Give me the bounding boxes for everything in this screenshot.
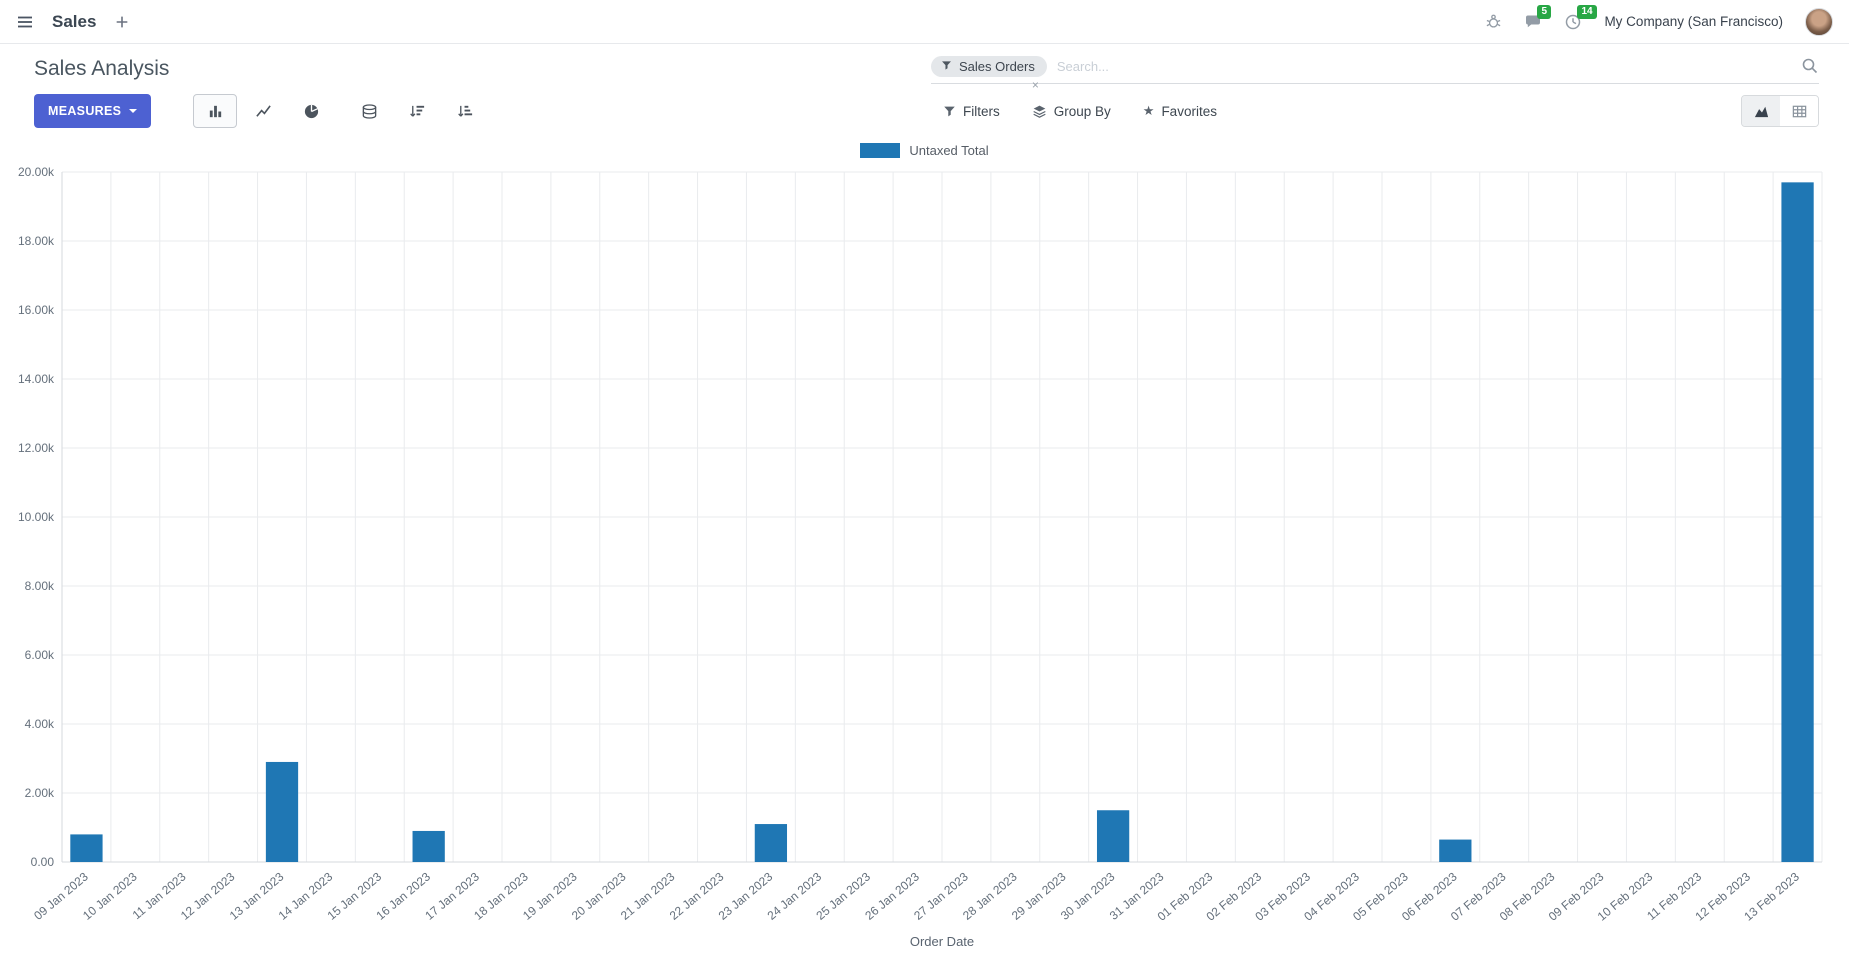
bar-06 Feb 2023 — [1439, 839, 1472, 862]
bar-13 Feb 2023 — [1781, 182, 1814, 863]
search-facet-sales-orders[interactable]: Sales Orders × — [931, 55, 1047, 91]
sales-chart-svg[interactable]: 20.00k 18.00k 16.00k 14.00k 12.00k 10.00k 8.00… — [0, 162, 1849, 958]
star-icon: ★ — [1142, 103, 1155, 118]
view-switcher — [1741, 95, 1819, 127]
bar-30 Jan 2023 — [1096, 810, 1130, 862]
control-panel: Sales Analysis Sales Orders × MEASURES — [0, 44, 1849, 134]
plus-icon[interactable] — [114, 14, 130, 30]
svg-text:Order Date: Order Date — [910, 934, 974, 949]
legend-item-untaxed-total[interactable]: Untaxed Total — [0, 138, 1849, 162]
svg-text:10 Jan 2023: 10 Jan 2023 — [80, 869, 140, 922]
line-chart-button[interactable] — [241, 94, 285, 128]
svg-text:2.00k: 2.00k — [25, 786, 55, 800]
svg-text:6.00k: 6.00k — [25, 648, 55, 662]
top-navbar: Sales 5 14 My Company (San Francisco) — [0, 0, 1849, 44]
measures-button[interactable]: MEASURES — [34, 94, 152, 128]
sort-ascending-button[interactable] — [443, 94, 487, 128]
svg-text:16.00k: 16.00k — [18, 303, 55, 317]
svg-text:20.00k: 20.00k — [18, 165, 55, 179]
bar-23 Jan 2023 — [754, 824, 788, 862]
bar-13 Jan 2023 — [265, 761, 299, 862]
search-icon[interactable] — [1801, 57, 1819, 75]
filter-funnel-icon — [941, 59, 952, 74]
activities-badge: 14 — [1577, 4, 1597, 19]
activities-clock-icon[interactable]: 14 — [1564, 4, 1597, 31]
svg-text:18.00k: 18.00k — [18, 234, 55, 248]
bug-icon[interactable] — [1485, 13, 1502, 30]
search-bar[interactable]: Sales Orders × — [931, 54, 1819, 91]
pivot-view-button[interactable] — [1780, 96, 1818, 126]
pie-chart-button[interactable] — [289, 94, 333, 128]
svg-text:14.00k: 14.00k — [18, 372, 55, 386]
bar-09 Jan 2023 — [70, 834, 103, 862]
svg-text:10.00k: 10.00k — [18, 510, 55, 524]
legend-swatch — [860, 142, 901, 158]
page-title: Sales Analysis — [34, 57, 170, 80]
messages-badge: 5 — [1537, 4, 1551, 19]
bar-chart-button[interactable] — [193, 94, 238, 128]
company-switcher[interactable]: My Company (San Francisco) — [1604, 14, 1783, 29]
facet-remove-icon[interactable]: × — [1031, 77, 1039, 92]
layers-icon — [1032, 104, 1047, 119]
filter-funnel-icon — [943, 105, 956, 118]
facet-label: Sales Orders — [959, 58, 1035, 74]
hamburger-menu-icon[interactable] — [16, 13, 34, 31]
graph-view-button[interactable] — [1742, 96, 1780, 126]
svg-text:8.00k: 8.00k — [25, 579, 55, 593]
svg-text:0.00: 0.00 — [31, 855, 55, 869]
svg-text:4.00k: 4.00k — [25, 717, 55, 731]
app-name[interactable]: Sales — [52, 11, 97, 31]
stacked-toggle-button[interactable] — [347, 94, 391, 128]
messages-icon[interactable]: 5 — [1524, 4, 1551, 31]
favorites-menu[interactable]: ★ Favorites — [1142, 103, 1217, 119]
group-by-menu[interactable]: Group By — [1032, 104, 1111, 119]
sort-descending-button[interactable] — [395, 94, 439, 128]
chevron-down-icon — [129, 109, 138, 113]
chart-area: 20.00k 18.00k 16.00k 14.00k 12.00k 10.00k 8.00… — [0, 162, 1849, 958]
bar-16 Jan 2023 — [412, 830, 445, 862]
legend-label: Untaxed Total — [909, 142, 989, 158]
search-input[interactable] — [1046, 54, 1801, 78]
svg-text:12.00k: 12.00k — [18, 441, 55, 455]
filters-menu[interactable]: Filters — [943, 104, 1000, 119]
user-avatar[interactable] — [1805, 7, 1833, 36]
